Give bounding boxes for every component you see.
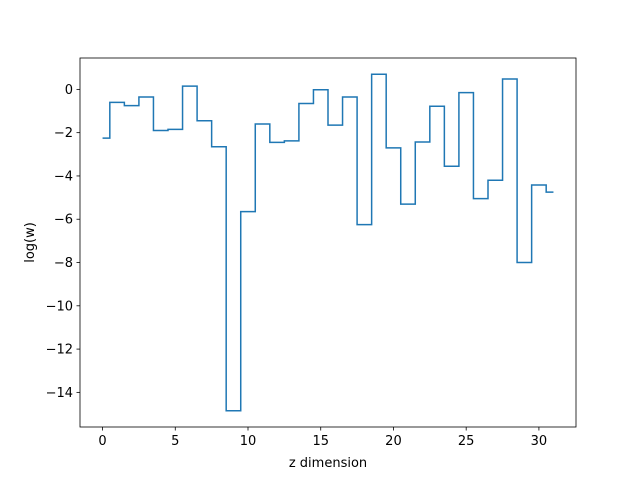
- x-tick-label: 5: [171, 434, 179, 449]
- x-axis-ticks: 0 5 10 15 20 25 30: [98, 427, 547, 449]
- series-line-0: [102, 73, 554, 412]
- plot-layer: [102, 73, 554, 412]
- plot-frame: [79, 57, 577, 428]
- y-tick-label: −2: [54, 126, 73, 141]
- x-tick-label: 0: [98, 434, 106, 449]
- x-tick-label: 20: [385, 434, 402, 449]
- y-tick-label: −4: [54, 169, 73, 184]
- y-tick-label: −12: [46, 343, 73, 358]
- y-tick-label: −14: [46, 386, 73, 401]
- y-axis-label: log(w): [23, 222, 38, 263]
- x-tick-label: 30: [531, 434, 548, 449]
- y-tick-label: −8: [54, 256, 73, 271]
- x-axis-label: z dimension: [289, 456, 367, 471]
- y-tick-label: −10: [46, 299, 73, 314]
- y-axis-ticks: 0 −2 −4 −6 −8 −10 −12 −14: [46, 83, 80, 401]
- x-tick-label: 25: [458, 434, 475, 449]
- y-tick-label: −6: [54, 213, 73, 228]
- y-tick-label: 0: [65, 83, 73, 98]
- x-tick-label: 15: [312, 434, 329, 449]
- x-tick-label: 10: [240, 434, 257, 449]
